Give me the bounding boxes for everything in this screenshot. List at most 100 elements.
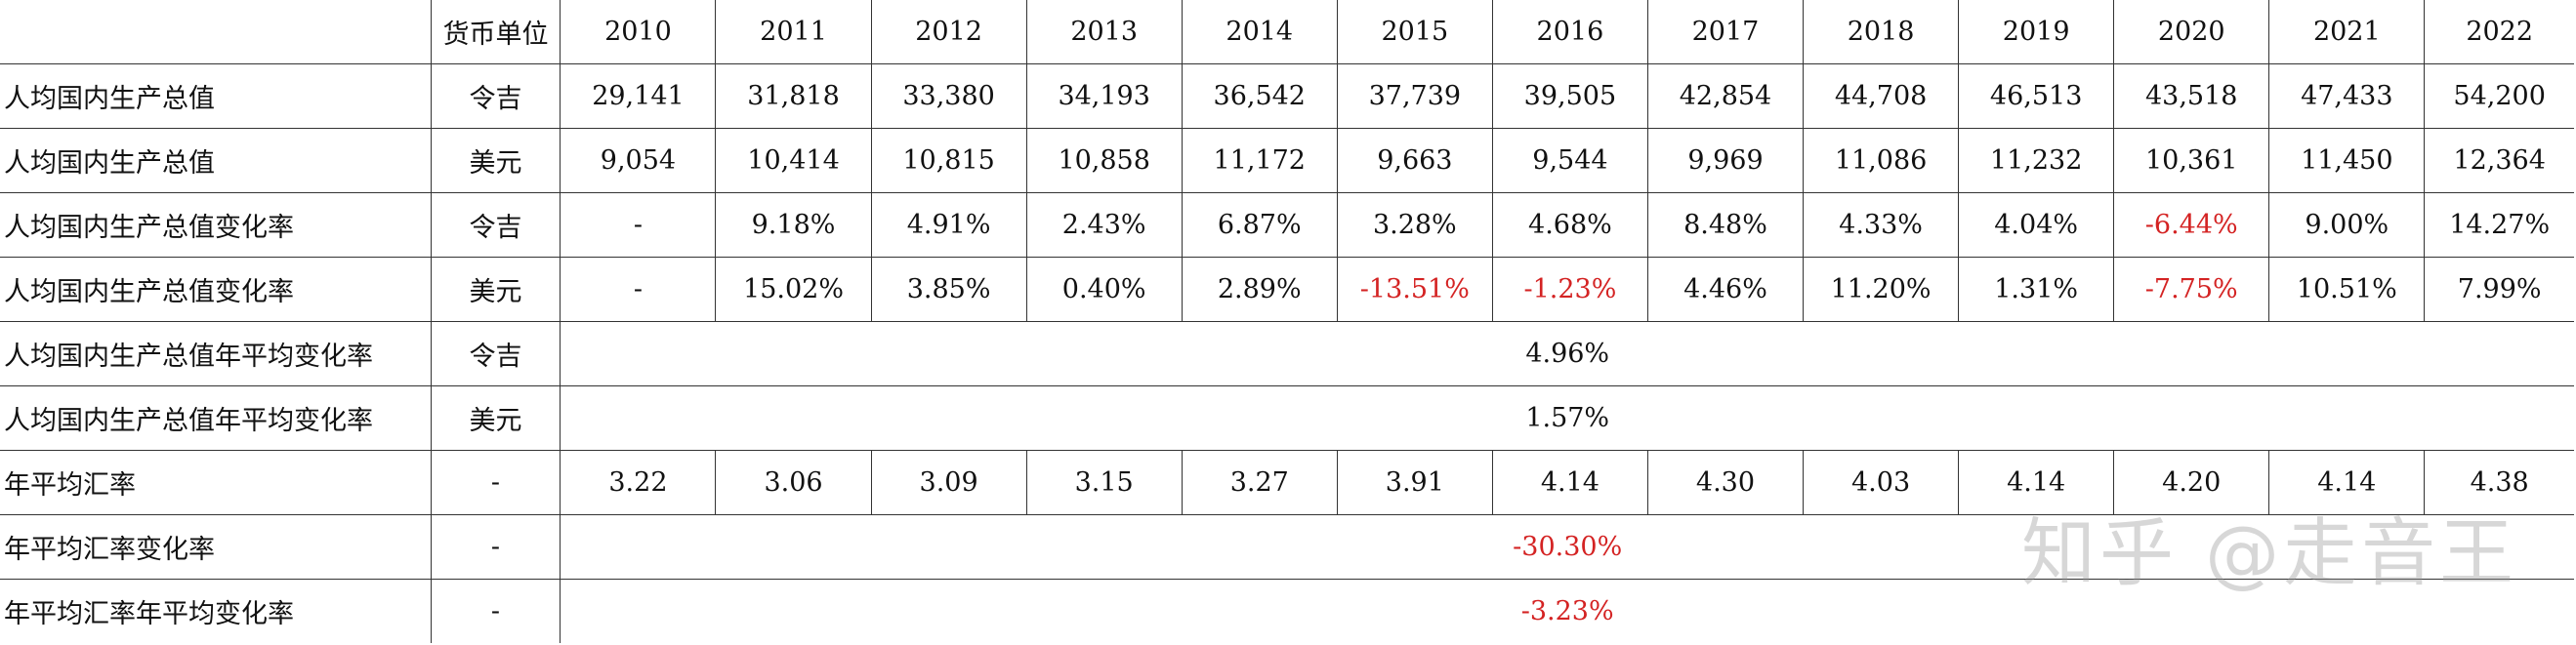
value-cell: 9,663 <box>1336 128 1493 194</box>
row-label: 人均国内生产总值 <box>0 128 432 194</box>
row-unit: 美元 <box>430 257 561 322</box>
year-header: 2019 <box>1958 0 2115 65</box>
row-unit: 美元 <box>430 128 561 194</box>
value-cell: 7.99% <box>2424 257 2574 322</box>
value-cell: 1.31% <box>1958 257 2115 322</box>
row-label: 人均国内生产总值年平均变化率 <box>0 384 432 451</box>
value-cell: 4.14 <box>1958 449 2115 515</box>
value-cell: 10,414 <box>715 128 872 194</box>
value-cell: 3.91 <box>1336 449 1493 515</box>
row-label: 年平均汇率变化率 <box>0 513 432 580</box>
value-cell: 10,361 <box>2113 128 2270 194</box>
value-cell: 46,513 <box>1958 63 2115 130</box>
value-cell: 4.20 <box>2113 449 2270 515</box>
unit-header: 货币单位 <box>430 0 561 65</box>
year-header: 2022 <box>2424 0 2574 65</box>
header-row: 货币单位 2010 2011 2012 2013 2014 2015 2016 … <box>0 0 2574 65</box>
value-cell: 4.38 <box>2424 449 2574 515</box>
value-cell: -6.44% <box>2113 192 2270 259</box>
value-cell: 3.28% <box>1336 192 1493 259</box>
table-row: 人均国内生产总值年平均变化率 令吉 4.96% <box>0 320 2574 386</box>
value-cell: 11,450 <box>2268 128 2426 194</box>
value-cell: 37,739 <box>1336 63 1493 130</box>
value-cell: 42,854 <box>1646 63 1805 130</box>
row-unit: - <box>430 449 561 515</box>
value-cell: 9.18% <box>715 192 872 259</box>
year-header: 2010 <box>560 0 717 65</box>
value-cell: 4.68% <box>1491 192 1648 259</box>
table-row: 年平均汇率 -3.22 3.06 3.09 3.15 3.27 3.91 4.14 4.30 4.… <box>0 449 2574 515</box>
year-header: 2018 <box>1803 0 1960 65</box>
value-cell: -1.23% <box>1491 257 1648 322</box>
year-header: 2012 <box>870 0 1027 65</box>
row-unit: 令吉 <box>430 63 561 130</box>
year-header: 2016 <box>1491 0 1648 65</box>
year-header: 2015 <box>1336 0 1493 65</box>
row-unit: 令吉 <box>430 192 561 259</box>
value-cell: 2.43% <box>1025 192 1183 259</box>
row-label: 人均国内生产总值年平均变化率 <box>0 320 432 386</box>
value-cell: 3.06 <box>715 449 872 515</box>
value-cell: 4.04% <box>1958 192 2115 259</box>
value-cell: 4.91% <box>870 192 1027 259</box>
table-row: 人均国内生产总值变化率 令吉 -9.18% 4.91% 2.43% 6.87% 3.28% 4… <box>0 192 2574 259</box>
value-cell: 47,433 <box>2268 63 2426 130</box>
value-cell: -7.75% <box>2113 257 2270 322</box>
value-cell: 0.40% <box>1025 257 1183 322</box>
year-header: 2011 <box>715 0 872 65</box>
value-cell: 54,200 <box>2424 63 2574 130</box>
value-cell: 2.89% <box>1181 257 1338 322</box>
value-cell: 11,086 <box>1803 128 1960 194</box>
value-cell: 4.14 <box>1491 449 1648 515</box>
value-cell: 10.51% <box>2268 257 2426 322</box>
value-cell: 3.15 <box>1025 449 1183 515</box>
value-cell: 12,364 <box>2424 128 2574 194</box>
year-header: 2017 <box>1646 0 1805 65</box>
value-cell: 44,708 <box>1803 63 1960 130</box>
value-cell: 3.09 <box>870 449 1027 515</box>
merged-value-cell: 4.96% <box>560 320 2574 386</box>
value-cell: 36,542 <box>1181 63 1338 130</box>
row-unit: - <box>430 513 561 580</box>
value-cell: 9.00% <box>2268 192 2426 259</box>
value-cell: - <box>560 192 717 259</box>
merged-value-cell: -30.30% <box>560 513 2574 580</box>
row-label: 人均国内生产总值变化率 <box>0 192 432 259</box>
value-cell: 4.03 <box>1803 449 1960 515</box>
table-row: 人均国内生产总值变化率 美元 -15.02% 3.85% 0.40% 2.89% -13.5… <box>0 257 2574 322</box>
table-row: 人均国内生产总值 令吉 29,141 31,818 33,380 34,193 36,542… <box>0 63 2574 130</box>
value-cell: 4.46% <box>1646 257 1805 322</box>
value-cell: 29,141 <box>560 63 717 130</box>
value-cell: - <box>560 257 717 322</box>
row-unit: 令吉 <box>430 320 561 386</box>
value-cell: 9,969 <box>1646 128 1805 194</box>
year-header: 2020 <box>2113 0 2270 65</box>
value-cell: 9,544 <box>1491 128 1648 194</box>
value-cell: -13.51% <box>1336 257 1493 322</box>
merged-value-cell: 1.57% <box>560 384 2574 451</box>
value-cell: 3.85% <box>870 257 1027 322</box>
value-cell: 15.02% <box>715 257 872 322</box>
value-cell: 3.22 <box>560 449 717 515</box>
corner-cell <box>0 0 432 65</box>
value-cell: 34,193 <box>1025 63 1183 130</box>
row-unit: 美元 <box>430 384 561 451</box>
value-cell: 10,815 <box>870 128 1027 194</box>
merged-value-cell: -3.23% <box>560 578 2574 643</box>
row-unit: - <box>430 578 561 643</box>
table-row: 人均国内生产总值 美元 9,054 10,414 10,815 10,858 11,172 9… <box>0 128 2574 194</box>
value-cell: 33,380 <box>870 63 1027 130</box>
value-cell: 3.27 <box>1181 449 1338 515</box>
row-label: 年平均汇率 <box>0 449 432 515</box>
value-cell: 11,172 <box>1181 128 1338 194</box>
row-label: 人均国内生产总值 <box>0 63 432 130</box>
row-label: 年平均汇率年平均变化率 <box>0 578 432 643</box>
table-row: 年平均汇率变化率 - -30.30% <box>0 513 2574 580</box>
value-cell: 39,505 <box>1491 63 1648 130</box>
value-cell: 11.20% <box>1803 257 1960 322</box>
value-cell: 4.30 <box>1646 449 1805 515</box>
value-cell: 10,858 <box>1025 128 1183 194</box>
value-cell: 43,518 <box>2113 63 2270 130</box>
year-header: 2013 <box>1025 0 1183 65</box>
